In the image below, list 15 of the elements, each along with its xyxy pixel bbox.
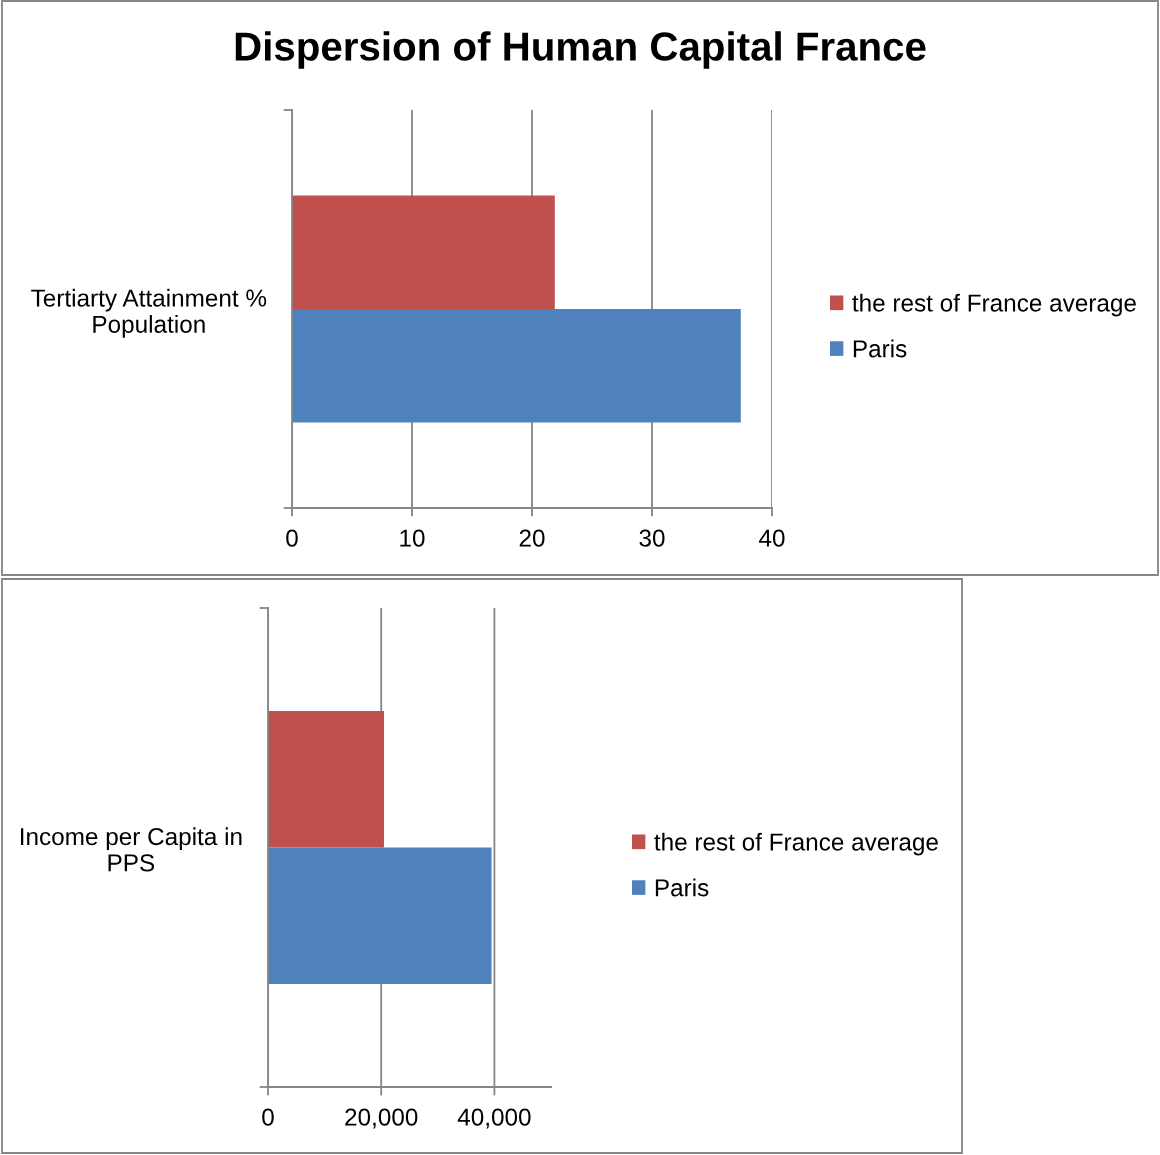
y-tick-label: Tertiarty Attainment % Population xyxy=(31,288,267,338)
y-tick-label: Income per Capita in PPS xyxy=(20,827,242,872)
x-tick-label: 20 xyxy=(519,529,545,547)
legend-label: the rest of France average xyxy=(852,293,1136,317)
x-tick-label: 0 xyxy=(286,529,298,547)
x-tick-label: 40,000 xyxy=(457,1108,531,1129)
x-tick-label: 10 xyxy=(400,529,425,547)
x-tick-label: 0 xyxy=(262,1108,274,1126)
x-tick-label: 40 xyxy=(759,529,785,547)
x-tick-label: 30 xyxy=(639,529,665,547)
legend-label: the rest of France average xyxy=(654,832,938,856)
legend-label: Paris xyxy=(853,339,907,358)
legend-label: Paris xyxy=(655,878,709,897)
chart-title: Dispersion of Human Capital France xyxy=(235,31,926,69)
x-tick-label: 20,000 xyxy=(345,1108,418,1129)
